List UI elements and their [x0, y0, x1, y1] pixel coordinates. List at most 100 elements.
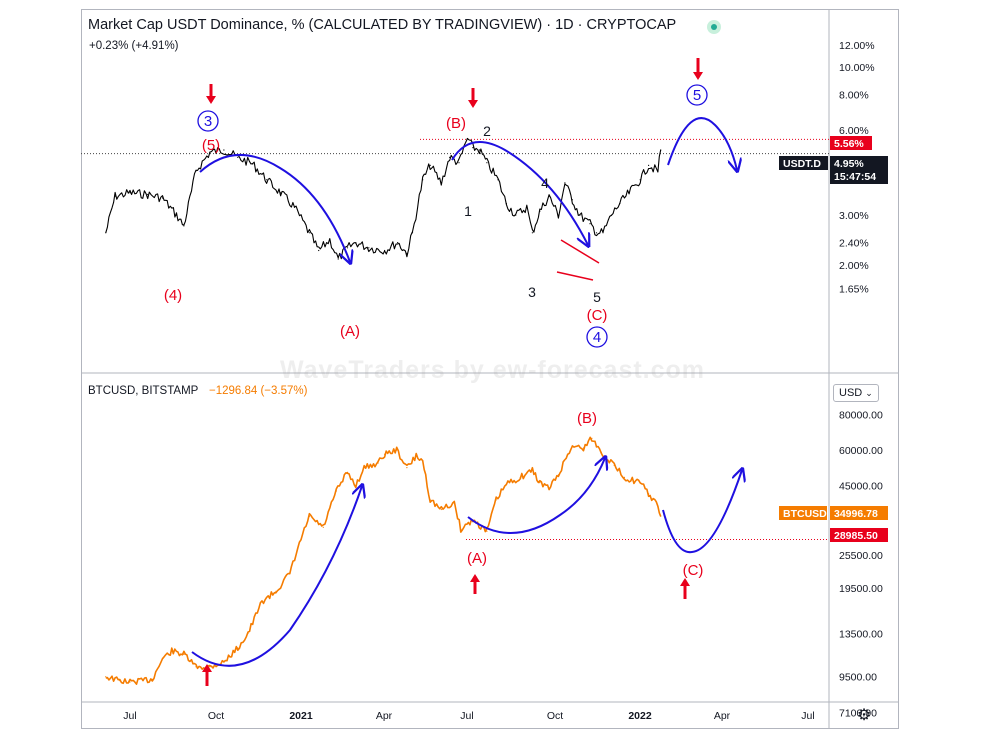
usdt-point: [223, 149, 225, 151]
btc-wave-label-a: (A): [467, 550, 487, 567]
btc-point: [639, 482, 641, 484]
usdt-point: [308, 232, 310, 234]
usdt-point: [337, 258, 339, 260]
btc-y-tick-label: 45000.00: [839, 480, 883, 492]
btc-point: [195, 666, 197, 668]
red-down-arrow-head: [206, 96, 216, 104]
wedge-upper-line: [560, 239, 600, 264]
usdt-y-tick-label: 8.00%: [839, 90, 869, 102]
btc-y-tick-label: 60000.00: [839, 445, 883, 457]
usdt-point: [329, 239, 331, 241]
usdt-y-tick-label: 2.00%: [839, 260, 869, 272]
btc-point: [223, 661, 225, 663]
time-axis[interactable]: Jul Oct 2021 Apr Jul Oct 2022 Apr Jul: [123, 710, 814, 722]
usdt-chart-title[interactable]: Market Cap USDT Dominance, % (CALCULATED…: [88, 17, 677, 33]
btc-point: [648, 493, 650, 495]
usdt-point: [384, 249, 386, 252]
usdt-point: [209, 151, 211, 153]
time-axis-label: Jul: [801, 710, 814, 722]
usdt-point: [355, 242, 357, 244]
chart-frame: [81, 9, 899, 729]
chevron-down-icon: ⌄: [865, 388, 873, 398]
usdt-point: [466, 137, 468, 140]
usdt-point: [589, 223, 591, 225]
wave-drawings: 3 5 4 (5) (4) (A) (B) 1 2 3 4 5 (C) (A) (B) (C): [164, 58, 742, 686]
btc-y-tick-label: 80000.00: [839, 410, 883, 422]
btc-point: [129, 681, 131, 683]
btc-wave-label-c: (C): [683, 562, 704, 579]
btc-point: [657, 505, 659, 507]
btc-level-badge-bg: [830, 528, 888, 542]
usdt-point: [548, 195, 550, 197]
wave-label-a: (A): [340, 323, 360, 340]
btc-point: [505, 483, 507, 485]
wave-label-5: (5): [202, 137, 220, 154]
wave-label-circled-5-ring: [686, 84, 708, 106]
usdt-point: [252, 163, 254, 165]
currency-scale-button[interactable]: USD ⌄: [833, 384, 879, 402]
btc-point: [105, 676, 107, 678]
usdt-point: [161, 197, 164, 199]
usdt-point: [648, 164, 650, 166]
btc-change-readout: −1296.84 (−3.57%): [209, 385, 308, 397]
btc-point: [415, 455, 417, 457]
btc-point: [300, 538, 302, 541]
btc-point: [460, 528, 462, 530]
usdt-point: [515, 214, 517, 216]
usdt-y-tick-label: 12.00%: [839, 40, 875, 52]
btc-price-badge-text: 34996.78: [834, 508, 878, 520]
btc-point: [171, 650, 173, 652]
wave-label-circled-5: 5: [693, 87, 701, 104]
wave-label-circled-3: 3: [204, 113, 212, 130]
btc-point: [519, 476, 521, 478]
usdt-point: [440, 182, 442, 184]
btc-point: [600, 451, 602, 453]
btc-price-axis[interactable]: 80000.00 60000.00 45000.00 25500.00 19500.00…: [839, 410, 883, 720]
usdt-wave-5-arrow: [667, 117, 737, 170]
time-axis-label: Apr: [376, 710, 393, 722]
usdt-point: [397, 242, 399, 244]
usdt-point: [129, 192, 131, 194]
btc-symbol-badge-bg: [779, 506, 827, 520]
btc-point: [142, 680, 144, 682]
time-axis-label: Oct: [208, 710, 224, 722]
wave-label-1: 1: [464, 203, 472, 219]
wave-label-3: 3: [528, 284, 536, 300]
btc-point: [567, 453, 569, 455]
price-badges: USDT.D 4.95%15:47:54 5.56% BTCUSD 34996.78 28…: [779, 136, 888, 542]
usdt-point: [266, 179, 268, 181]
btc-y-tick-label: 7100.00: [839, 708, 877, 720]
wedge-lower-line: [556, 271, 594, 281]
gear-icon[interactable]: ⚙: [856, 707, 872, 724]
usdt-wave-c-arrow: [451, 141, 588, 245]
btc-point: [289, 572, 291, 575]
usdt-point: [602, 232, 604, 234]
usdt-point: [429, 164, 431, 166]
btc-point: [377, 462, 379, 464]
usdt-point: [486, 162, 488, 164]
btc-point: [406, 467, 408, 469]
btc-point: [429, 499, 431, 501]
usdt-point: [458, 162, 460, 164]
btc-line: [105, 436, 662, 685]
time-axis-label: 2021: [289, 710, 313, 722]
market-status-icon[interactable]: [707, 20, 721, 34]
btc-point: [151, 678, 153, 680]
wave-label-c: (C): [587, 307, 608, 324]
usdt-point: [195, 170, 197, 172]
btc-chart-title[interactable]: BTCUSD, BITSTAMP: [88, 385, 199, 397]
btc-point: [261, 601, 263, 603]
btc-point: [623, 476, 626, 478]
usdt-y-tick-label: 2.40%: [839, 238, 869, 250]
usdt-point: [571, 199, 574, 201]
time-axis-label: Jul: [123, 710, 136, 722]
red-up-arrow-head: [470, 574, 480, 582]
btc-point: [384, 453, 386, 455]
usdt-point: [346, 247, 349, 249]
red-up-arrow-head: [202, 664, 212, 672]
usdt-point: [293, 206, 296, 208]
btc-y-tick-label: 25500.00: [839, 550, 883, 562]
usdt-point: [114, 195, 116, 197]
usdt-point: [472, 147, 474, 149]
